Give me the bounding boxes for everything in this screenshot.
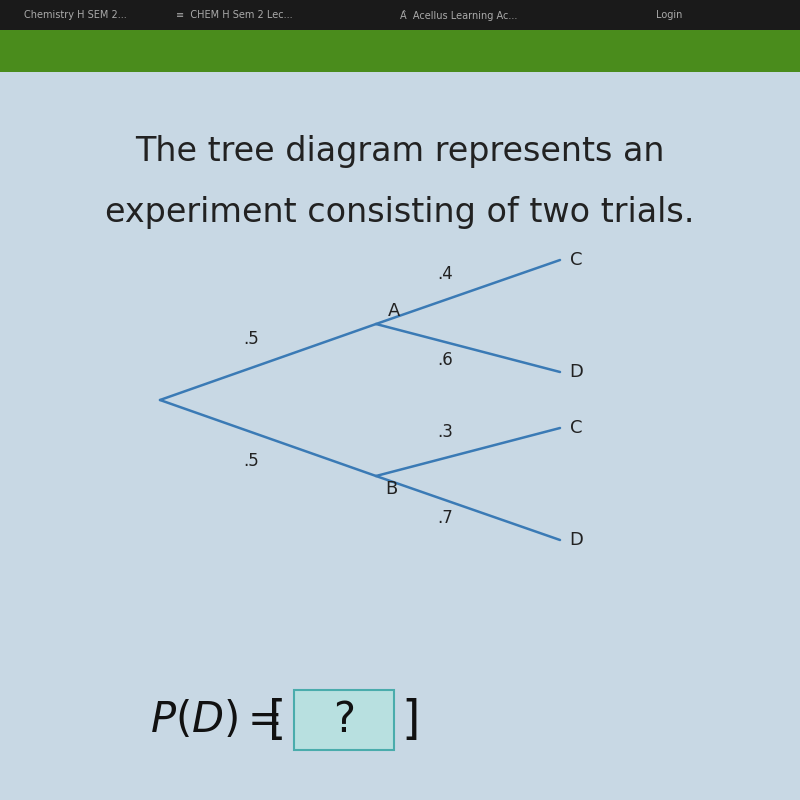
Text: C: C bbox=[570, 251, 582, 269]
Text: Chemistry H SEM 2...: Chemistry H SEM 2... bbox=[24, 10, 126, 20]
Text: B: B bbox=[386, 480, 398, 498]
Text: The tree diagram represents an: The tree diagram represents an bbox=[135, 135, 665, 169]
Text: Â  Acellus Learning Ac...: Â Acellus Learning Ac... bbox=[400, 10, 518, 21]
Text: .5: .5 bbox=[243, 330, 258, 348]
Text: ≡  CHEM H Sem 2 Lec...: ≡ CHEM H Sem 2 Lec... bbox=[176, 10, 293, 20]
FancyBboxPatch shape bbox=[294, 690, 394, 750]
Text: D: D bbox=[570, 531, 583, 549]
Text: D: D bbox=[570, 363, 583, 381]
Bar bbox=[0, 30, 800, 72]
Text: Login: Login bbox=[656, 10, 682, 20]
Text: ]: ] bbox=[402, 698, 420, 742]
Bar bbox=[0, 0, 800, 30]
Text: $P(D) = $: $P(D) = $ bbox=[150, 699, 280, 741]
Text: .3: .3 bbox=[438, 423, 454, 442]
Text: A: A bbox=[388, 302, 400, 320]
Text: .4: .4 bbox=[438, 265, 453, 282]
Text: experiment consisting of two trials.: experiment consisting of two trials. bbox=[106, 195, 694, 229]
Text: [: [ bbox=[268, 698, 286, 742]
Text: ?: ? bbox=[333, 699, 355, 741]
Text: .5: .5 bbox=[243, 452, 258, 470]
Text: .7: .7 bbox=[438, 510, 453, 527]
Text: C: C bbox=[570, 419, 582, 437]
Text: .6: .6 bbox=[438, 350, 453, 369]
